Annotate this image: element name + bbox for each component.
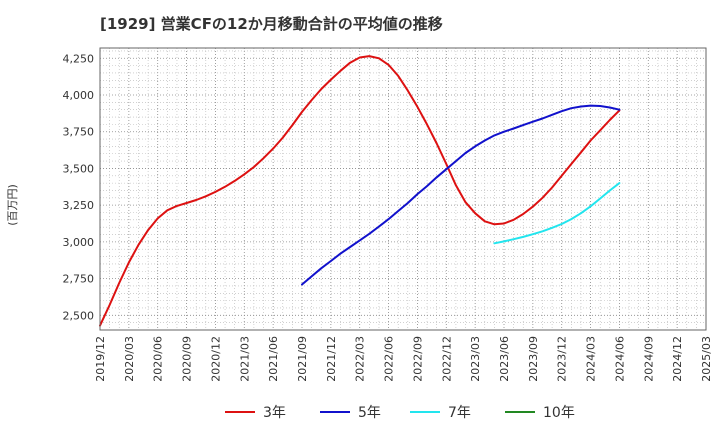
x-tick-label: 2023/03: [469, 336, 482, 382]
chart-title: [1929] 営業CFの12か月移動合計の平均値の推移: [100, 15, 443, 33]
x-tick-label: 2020/12: [209, 336, 222, 382]
y-axis-label: (百万円): [6, 184, 19, 226]
x-tick-label: 2023/09: [527, 336, 540, 382]
axes: 2,500 2,750 3,000 3,250 3,500 3,750 4,000 4,250…: [63, 47, 713, 382]
x-tick-label: 2024/03: [585, 336, 598, 382]
legend-label: 3年: [263, 405, 286, 421]
x-tick-label: 2022/09: [411, 336, 424, 382]
x-tick-label: 2021/09: [296, 336, 309, 382]
y-tick-label: 3,750: [63, 126, 95, 139]
x-tick-label: 2022/03: [354, 336, 367, 382]
x-tick-label: 2024/06: [613, 336, 626, 382]
y-tick-label: 3,000: [63, 236, 95, 249]
x-tick-label: 2022/06: [383, 336, 396, 382]
x-tick-label: 2023/12: [556, 336, 569, 382]
x-tick-label: 2025/03: [700, 336, 713, 382]
series-lines: [99, 55, 621, 327]
x-tick-label: 2024/12: [671, 336, 684, 382]
y-tick-label: 2,500: [63, 309, 95, 322]
x-tick-label: 2019/12: [94, 336, 107, 382]
x-tick-label: 2021/06: [267, 336, 280, 382]
legend-label: 10年: [543, 405, 575, 421]
y-tick-label: 3,250: [63, 199, 95, 212]
series-line-5年: [301, 104, 621, 286]
y-tick-label: 4,250: [63, 52, 95, 65]
x-tick-label: 2021/12: [325, 336, 338, 382]
x-tick-label: 2024/09: [642, 336, 655, 382]
x-tick-label: 2020/06: [152, 336, 165, 382]
plot-frame: [99, 47, 707, 331]
y-tick-label: 3,500: [63, 162, 95, 175]
x-tick-label: 2020/09: [181, 336, 194, 382]
legend-label: 5年: [358, 405, 381, 421]
y-tick-label: 2,750: [63, 273, 95, 286]
x-tick-label: 2023/06: [498, 336, 511, 382]
y-tick-label: 4,000: [63, 89, 95, 102]
x-tick-label: 2021/03: [238, 336, 251, 382]
x-tick-label: 2022/12: [440, 336, 453, 382]
legend: 3年 5年 7年 10年: [225, 405, 575, 421]
x-tick-label: 2020/03: [123, 336, 136, 382]
series-line-7年: [493, 182, 621, 245]
grid: [99, 48, 707, 330]
series-line-3年: [99, 55, 621, 327]
legend-label: 7年: [448, 405, 471, 421]
